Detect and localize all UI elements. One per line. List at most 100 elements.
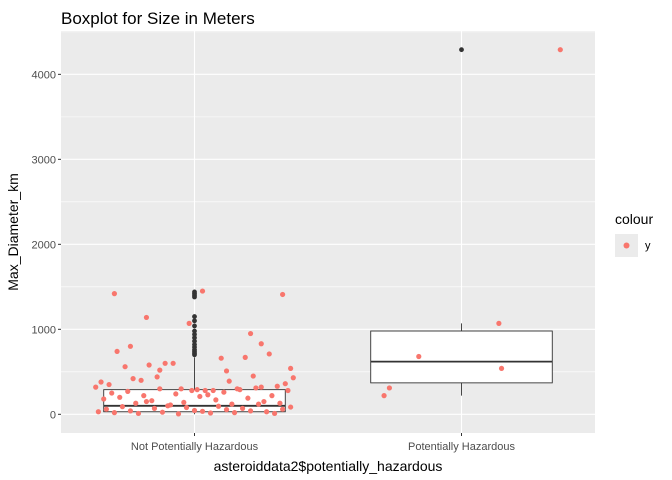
y-tick-label: 2000	[32, 239, 56, 251]
data-point	[263, 409, 270, 415]
data-point	[141, 393, 147, 399]
data-point	[202, 387, 208, 394]
data-point	[416, 353, 422, 360]
data-point	[258, 341, 264, 347]
data-point	[253, 385, 259, 391]
box-outlier	[459, 47, 464, 53]
data-point	[183, 404, 190, 411]
data-point	[498, 365, 505, 372]
x-axis-title: asteroiddata2$potentially_hazardous	[214, 458, 443, 474]
data-point	[223, 368, 230, 374]
data-point	[191, 407, 198, 414]
y-tick-label: 1000	[32, 324, 56, 336]
data-point	[218, 355, 224, 361]
data-point	[165, 403, 171, 409]
data-point	[247, 330, 254, 337]
data-point	[98, 379, 104, 385]
box-outlier	[192, 335, 197, 341]
data-point	[255, 401, 262, 407]
point-layer	[93, 47, 563, 417]
data-point	[282, 381, 288, 387]
data-point	[223, 407, 230, 413]
data-point	[178, 386, 184, 392]
data-point	[381, 393, 387, 399]
data-point	[138, 377, 144, 383]
data-point	[557, 47, 563, 53]
box-outlier	[192, 328, 197, 334]
data-point	[280, 291, 286, 298]
data-point	[496, 320, 502, 326]
box-layer	[103, 47, 553, 415]
data-point	[194, 387, 200, 393]
data-point	[157, 367, 163, 373]
data-point	[258, 384, 264, 390]
data-point	[277, 400, 283, 406]
data-point	[207, 410, 214, 416]
data-point	[109, 390, 115, 396]
box-outlier	[192, 332, 197, 337]
y-tick-label: 0	[50, 409, 56, 421]
data-point	[173, 391, 179, 397]
data-point	[181, 399, 187, 406]
data-point	[288, 365, 294, 372]
data-point	[149, 398, 155, 404]
data-point	[95, 409, 101, 415]
data-point	[93, 384, 99, 390]
y-axis: 0 1000 2000 3000 4000	[32, 69, 61, 421]
data-point	[170, 360, 176, 366]
data-point	[205, 392, 211, 398]
data-point	[197, 393, 203, 400]
box-outlier	[192, 323, 197, 329]
box-outlier	[192, 342, 197, 348]
legend-title: colour	[615, 211, 653, 227]
data-point	[154, 374, 160, 380]
data-point	[290, 375, 296, 381]
data-point	[175, 411, 182, 417]
data-point	[111, 410, 117, 416]
data-point	[221, 389, 227, 395]
data-point	[229, 401, 235, 407]
box-iqr	[370, 330, 553, 384]
data-point	[231, 410, 238, 416]
data-point	[101, 396, 107, 402]
data-point	[226, 378, 232, 384]
data-point	[119, 404, 126, 410]
data-point	[242, 354, 248, 360]
data-point	[103, 406, 109, 412]
data-point	[250, 373, 256, 379]
legend-key-dot	[623, 242, 630, 249]
x-tick-label: Not Potentially Hazardous	[131, 441, 259, 453]
box-outlier	[192, 289, 197, 295]
data-point	[247, 408, 254, 414]
data-point	[245, 395, 251, 401]
data-point	[186, 320, 192, 326]
y-tick-label: 3000	[32, 154, 56, 166]
data-point	[280, 406, 286, 412]
data-point	[157, 386, 163, 392]
data-point	[274, 383, 280, 389]
legend: colour y	[615, 211, 653, 257]
data-point	[266, 351, 272, 357]
data-point	[143, 398, 150, 405]
data-point	[130, 376, 136, 382]
data-point	[288, 404, 294, 410]
data-point	[143, 314, 150, 321]
data-point	[189, 387, 195, 394]
data-point	[151, 405, 158, 411]
data-point	[114, 348, 120, 355]
data-point	[269, 393, 275, 399]
y-tick-label: 4000	[32, 69, 56, 81]
data-point	[210, 387, 216, 394]
data-point	[135, 410, 142, 417]
data-point	[111, 291, 117, 297]
data-point	[386, 385, 393, 391]
data-point	[127, 343, 134, 349]
data-point	[261, 398, 267, 405]
box-outlier	[192, 338, 197, 344]
y-axis-title: Max_Diameter_km	[5, 173, 21, 290]
data-point	[272, 410, 278, 417]
data-point	[162, 360, 168, 366]
data-point	[146, 362, 152, 368]
data-point	[159, 409, 166, 415]
